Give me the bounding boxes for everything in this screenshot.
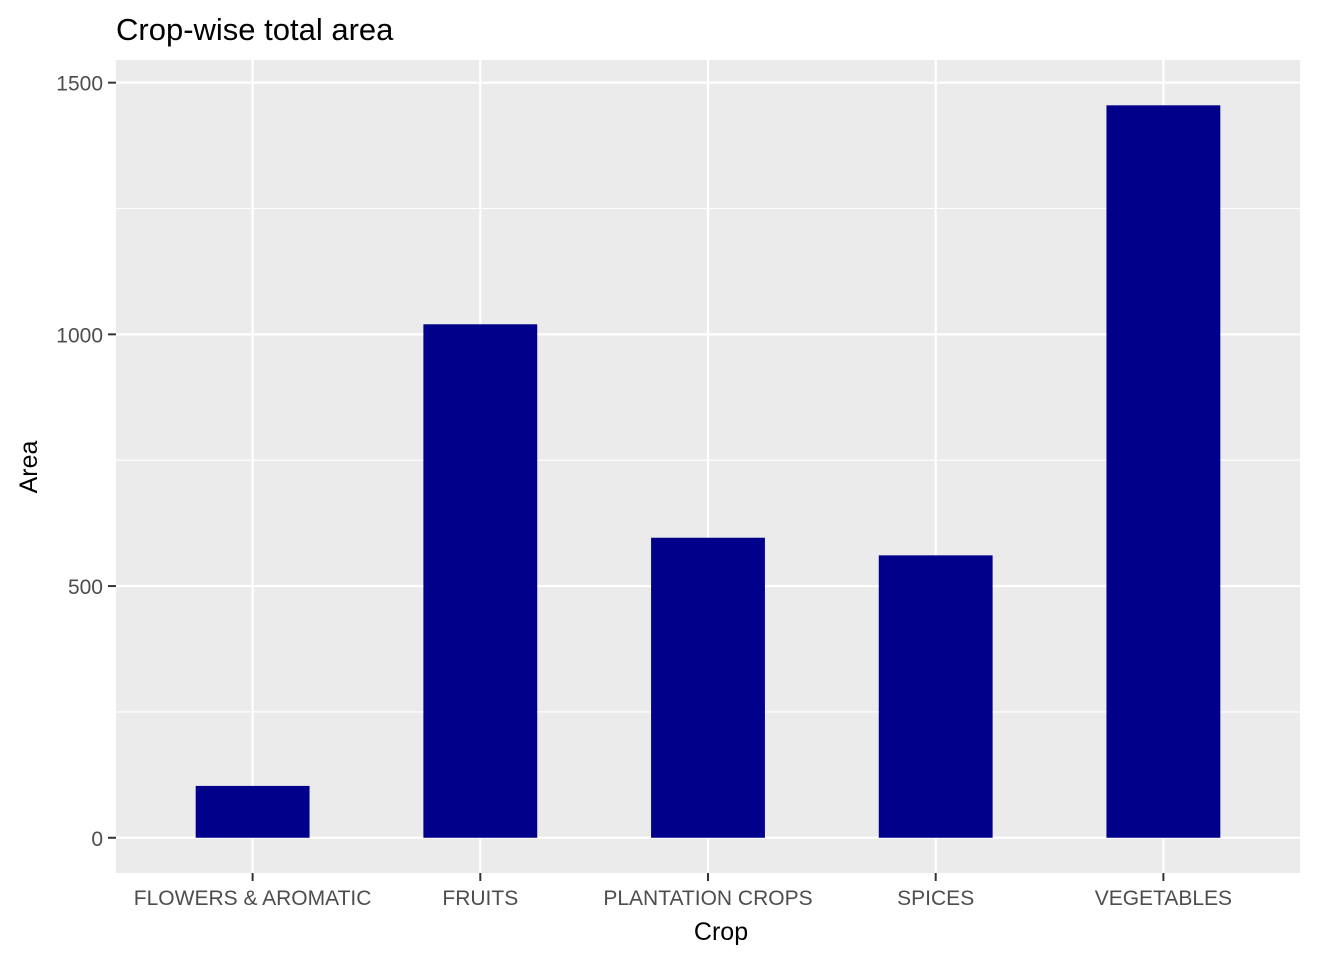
- bar: [878, 555, 993, 838]
- bar: [423, 324, 538, 838]
- x-tick-label: FRUITS: [442, 887, 518, 910]
- x-tick-label: VEGETABLES: [1095, 887, 1232, 910]
- y-tick-label: 500: [68, 576, 103, 599]
- x-axis: FLOWERS & AROMATIC FRUITS PLANTATION CROPS…: [134, 873, 1232, 910]
- y-tick-label: 0: [91, 828, 103, 851]
- y-tick-label: 1000: [56, 324, 103, 347]
- x-tick-label: SPICES: [897, 887, 974, 910]
- x-tick-label: PLANTATION CROPS: [603, 887, 812, 910]
- bar: [651, 537, 765, 838]
- bar: [195, 785, 310, 838]
- x-tick-label: FLOWERS & AROMATIC: [134, 887, 372, 910]
- y-axis-title: Area: [15, 441, 43, 494]
- bars: [195, 105, 1221, 838]
- y-tick-label: 1500: [56, 73, 103, 96]
- bar: [1106, 105, 1221, 838]
- y-axis: 0 500 1000 1500: [56, 73, 116, 851]
- x-axis-title: Crop: [694, 918, 748, 946]
- chart-title: Crop-wise total area: [116, 12, 394, 47]
